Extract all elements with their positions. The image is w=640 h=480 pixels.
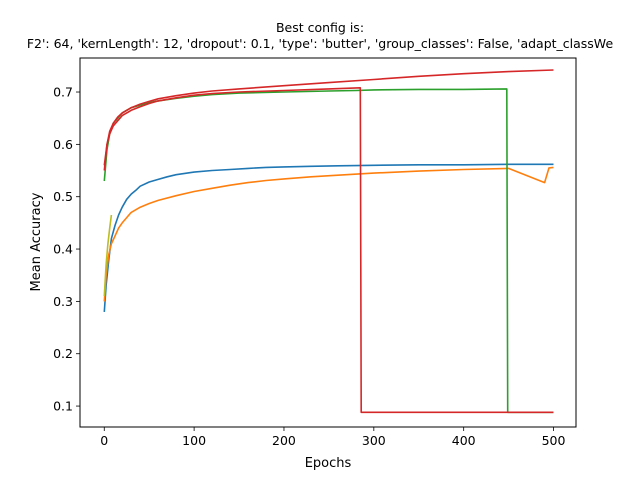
y-tick-label: 0.7 — [53, 85, 73, 100]
x-tick-label: 500 — [542, 433, 566, 448]
series-line-3 — [103, 88, 554, 414]
series-line-1 — [103, 163, 554, 312]
y-axis: 0.1 0.2 0.3 0.4 0.5 0.6 0.7 — [53, 85, 80, 414]
y-tick-label: 0.4 — [53, 242, 73, 257]
series-line-5 — [103, 69, 554, 166]
x-axis-label: Epochs — [305, 456, 352, 471]
x-tick-label: 100 — [182, 433, 206, 448]
x-axis: 0 100 200 300 400 500 — [100, 427, 566, 448]
chart-subtitle: F2': 64, 'kernLength': 12, 'dropout': 0.… — [27, 36, 614, 51]
y-tick-label: 0.5 — [53, 189, 73, 204]
x-tick-label: 0 — [100, 433, 108, 448]
series-line-6 — [103, 214, 113, 297]
series-line-4 — [103, 87, 554, 414]
y-axis-label: Mean Accuracy — [29, 192, 44, 291]
plot-frame — [79, 57, 577, 428]
x-tick-label: 200 — [272, 433, 296, 448]
series-layer — [103, 69, 554, 414]
x-tick-label: 400 — [452, 433, 476, 448]
y-tick-label: 0.6 — [53, 137, 73, 152]
x-tick-label: 300 — [362, 433, 386, 448]
series-line-2 — [103, 166, 554, 302]
y-tick-label: 0.3 — [53, 294, 73, 309]
chart-title: Best config is: — [276, 20, 364, 35]
y-tick-label: 0.2 — [53, 346, 73, 361]
y-tick-label: 0.1 — [53, 399, 73, 414]
